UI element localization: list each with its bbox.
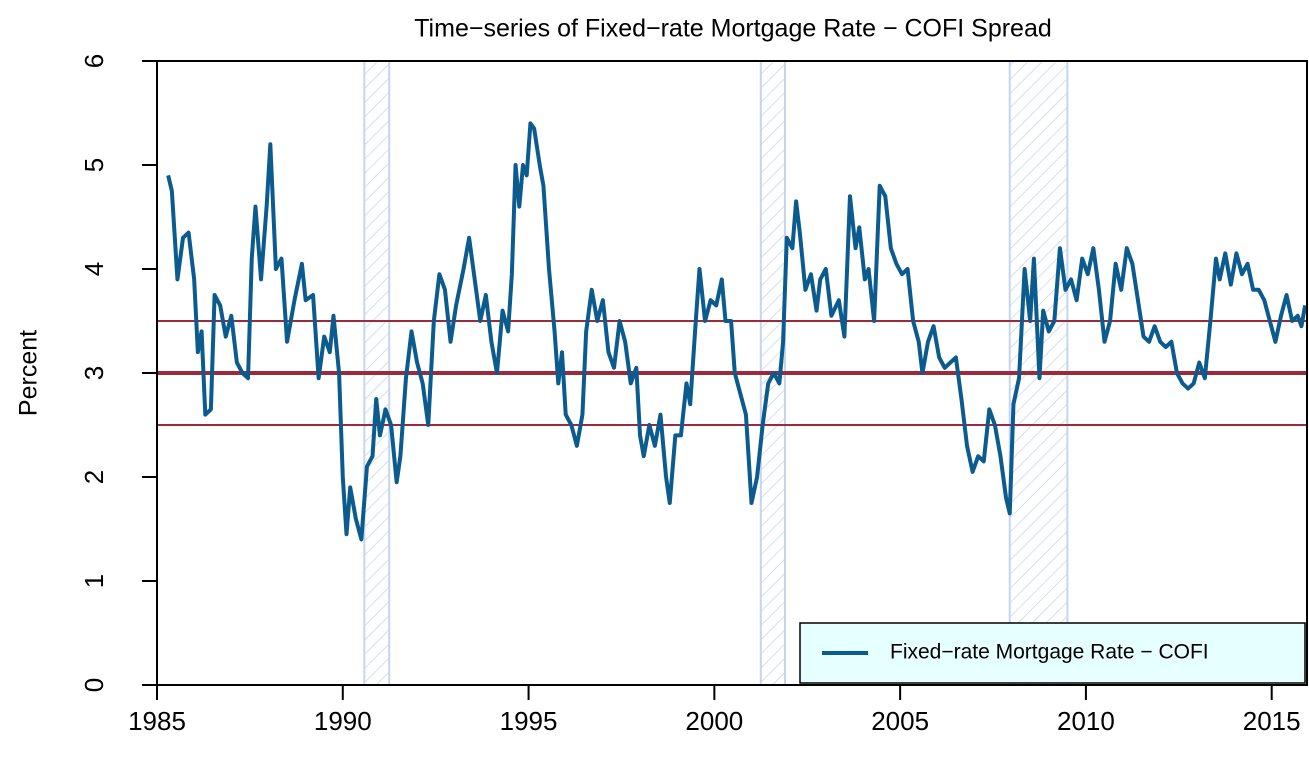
y-tick-label: 4 xyxy=(79,262,109,276)
legend-label: Fixed−rate Mortgage Rate − COFI xyxy=(890,641,1209,664)
x-tick-label: 2015 xyxy=(1243,706,1301,736)
x-tick-label: 2010 xyxy=(1057,706,1115,736)
x-tick-label: 1990 xyxy=(314,706,372,736)
y-tick-label: 6 xyxy=(79,54,109,68)
x-tick-label: 1995 xyxy=(500,706,558,736)
legend-box xyxy=(799,622,1306,684)
y-tick-label: 5 xyxy=(79,158,109,172)
chart-title: Time−series of Fixed−rate Mortgage Rate … xyxy=(414,15,1052,43)
data-line xyxy=(166,121,1308,542)
y-tick-label: 3 xyxy=(79,366,109,380)
x-tick-label: 2005 xyxy=(871,706,929,736)
y-axis-label: Percent xyxy=(15,330,43,416)
y-tick-label: 0 xyxy=(79,678,109,692)
y-tick-label: 1 xyxy=(79,574,109,588)
x-tick-label: 2000 xyxy=(685,706,743,736)
y-tick-label: 2 xyxy=(79,470,109,484)
x-tick-label: 1985 xyxy=(128,706,186,736)
